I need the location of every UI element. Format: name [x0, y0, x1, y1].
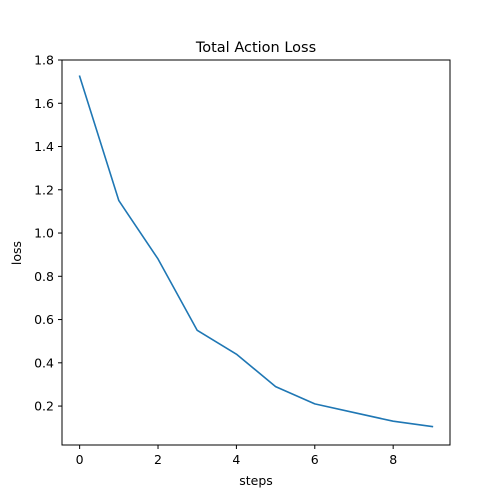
- y-tick-label: 0.4: [34, 355, 54, 370]
- y-tick-label: 0.6: [34, 312, 54, 327]
- x-axis-ticks: 0 2 4 6 8: [76, 445, 397, 467]
- y-tick-label: 0.2: [34, 399, 54, 414]
- plot-frame: [61, 59, 451, 446]
- y-tick-label: 1.4: [34, 139, 54, 154]
- x-tick-label: 4: [232, 452, 240, 467]
- x-tick-label: 2: [154, 452, 162, 467]
- y-axis-ticks: 0.2 0.4 0.6 0.8 1.0 1.2 1.4 1.6 1.8: [34, 53, 62, 414]
- x-tick-label: 0: [76, 452, 84, 467]
- series-line-loss: [78, 75, 434, 428]
- chart-title: Total Action Loss: [195, 40, 316, 56]
- y-axis-label: loss: [9, 241, 24, 265]
- x-tick-label: 6: [311, 452, 319, 467]
- x-tick-label: 8: [389, 452, 397, 467]
- y-tick-label: 1.8: [34, 53, 54, 68]
- y-tick-label: 0.8: [34, 269, 54, 284]
- y-tick-label: 1.0: [34, 226, 54, 241]
- y-tick-label: 1.6: [34, 96, 54, 111]
- y-tick-label: 1.2: [34, 182, 54, 197]
- x-axis-label: steps: [239, 473, 273, 488]
